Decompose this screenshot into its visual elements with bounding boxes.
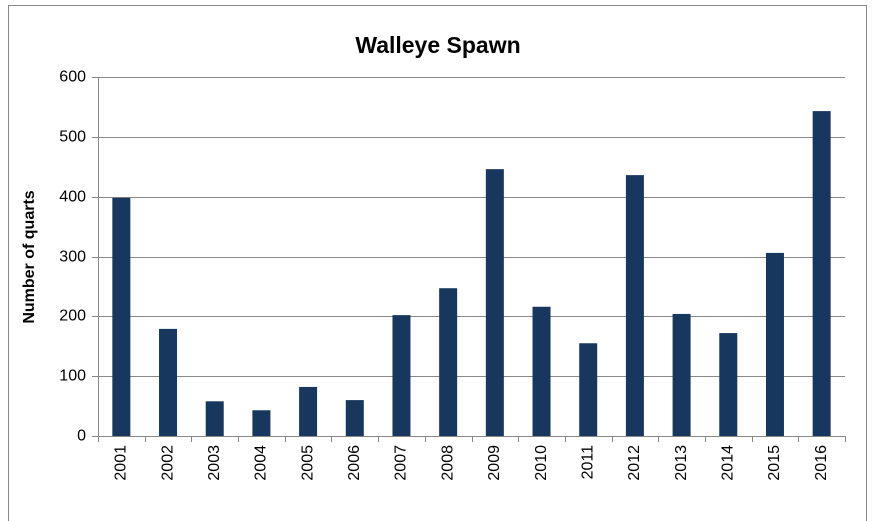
x-tick-label: 2002 <box>159 445 176 481</box>
x-tick-label: 2009 <box>486 445 503 481</box>
y-tick-label: 400 <box>59 189 86 206</box>
bar <box>159 328 178 436</box>
bar <box>205 401 224 436</box>
bar <box>299 386 318 436</box>
x-tick-label: 2006 <box>346 445 363 481</box>
x-tick-label: 2012 <box>626 445 643 481</box>
x-tick-label: 2003 <box>206 445 223 481</box>
y-tick-label: 100 <box>59 368 86 385</box>
x-tick-label: 2008 <box>439 445 456 481</box>
bar <box>765 252 784 436</box>
x-tick-label: 2014 <box>720 445 737 481</box>
bar <box>532 306 551 436</box>
bar <box>392 315 411 436</box>
bar <box>345 400 364 436</box>
bar <box>252 410 271 436</box>
bar <box>719 333 738 436</box>
x-tick-label: 2007 <box>393 445 410 481</box>
x-tick-label: 2011 <box>579 445 596 480</box>
bar <box>112 197 131 436</box>
x-tick-label: 2010 <box>533 445 550 481</box>
y-tick-label: 300 <box>59 249 86 266</box>
y-axis-label: Number of quarts <box>21 190 38 323</box>
bar <box>485 169 504 437</box>
y-tick-label: 200 <box>59 308 86 325</box>
y-tick-label: 500 <box>59 129 86 146</box>
bar <box>439 288 458 436</box>
x-tick-label: 2015 <box>766 445 783 481</box>
y-tick-label: 600 <box>59 69 86 86</box>
x-tick-label: 2013 <box>673 445 690 481</box>
x-tick-label: 2016 <box>813 445 830 481</box>
y-tick-label: 0 <box>77 428 86 445</box>
x-tick-label: 2005 <box>299 445 316 481</box>
bar <box>625 175 644 437</box>
x-tick-label: 2001 <box>113 445 130 481</box>
chart-border <box>8 5 867 521</box>
bar <box>812 111 831 436</box>
x-tick-label: 2004 <box>253 445 270 481</box>
chart-title: Walleye Spawn <box>355 32 520 58</box>
bar <box>579 343 598 436</box>
bar <box>672 313 691 436</box>
